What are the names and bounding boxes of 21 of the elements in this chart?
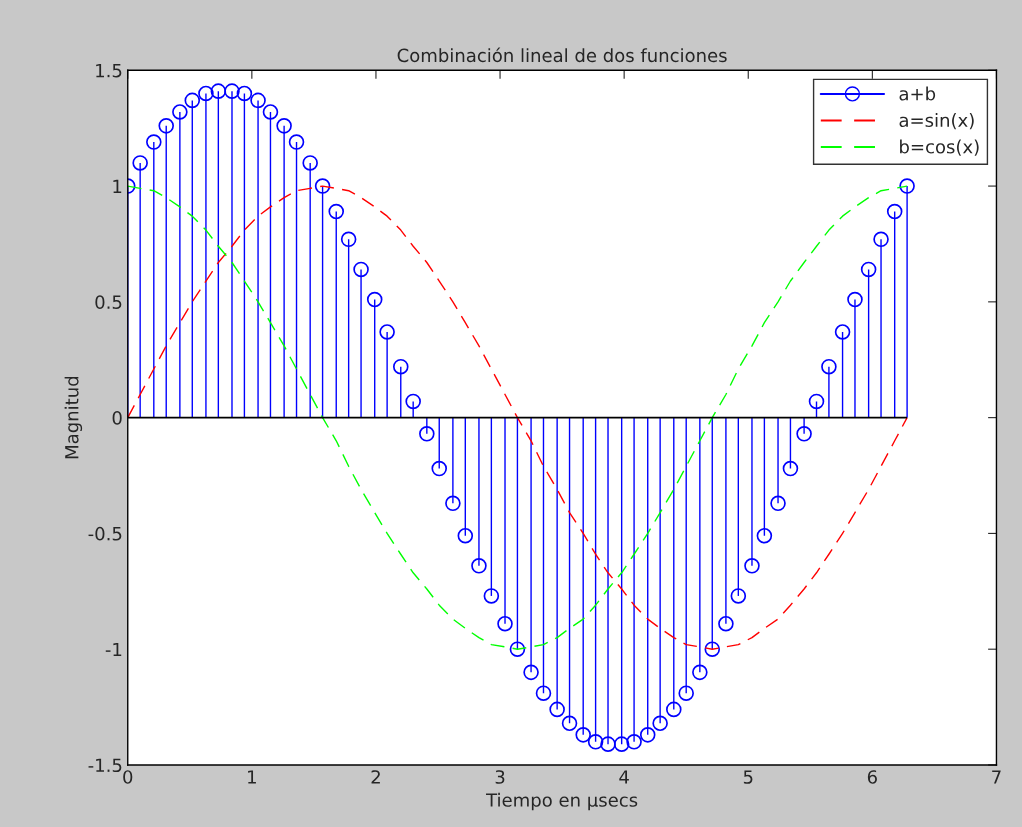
x-tick-label: 3 bbox=[495, 770, 505, 784]
y-tick-label: 0.5 bbox=[95, 295, 122, 309]
x-axis-title: Tiempo en µsecs bbox=[486, 792, 638, 811]
x-tick-label: 6 bbox=[867, 770, 877, 784]
y-tick-label: 1.5 bbox=[96, 63, 122, 78]
chart-title: Combinación lineal de dos funciones bbox=[397, 47, 727, 63]
legend-label: a=sin(x) bbox=[899, 113, 974, 130]
y-axis-title: Magnitud bbox=[64, 377, 83, 459]
y-tick-label: 1 bbox=[113, 179, 122, 193]
x-tick-label: 4 bbox=[619, 770, 629, 784]
x-tick-label: 7 bbox=[992, 770, 1001, 784]
y-tick-label: -1 bbox=[105, 642, 122, 657]
x-tick-label: 1 bbox=[248, 770, 256, 784]
y-tick-label: -0.5 bbox=[88, 526, 122, 541]
y-tick-label: 0 bbox=[112, 411, 122, 425]
x-tick-label: 2 bbox=[371, 770, 380, 784]
legend-label: b=cos(x) bbox=[900, 139, 979, 156]
x-tick-label: 5 bbox=[743, 770, 753, 784]
legend-label: a+b bbox=[899, 86, 936, 101]
x-tick-label: 0 bbox=[123, 770, 133, 784]
y-tick-label: -1.5 bbox=[88, 758, 122, 773]
